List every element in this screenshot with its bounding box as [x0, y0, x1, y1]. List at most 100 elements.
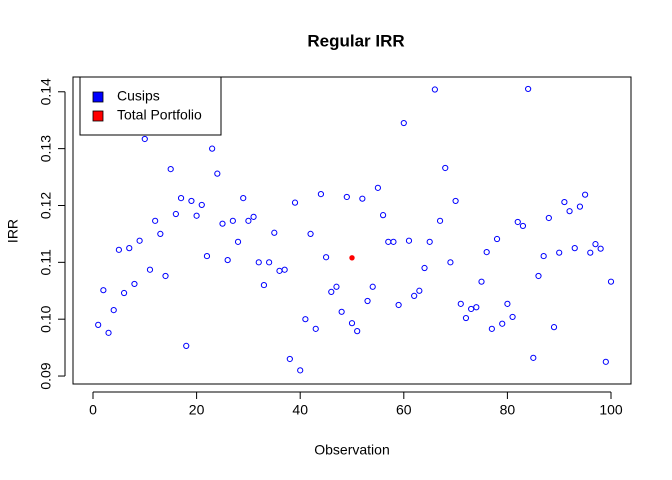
point: [343, 193, 350, 201]
point: [426, 238, 433, 245]
point: [576, 203, 584, 210]
point: [566, 208, 573, 215]
point: [359, 195, 366, 202]
point: [250, 213, 257, 220]
y-tick-label: 0.13: [38, 135, 54, 162]
point: [509, 313, 516, 321]
point: [499, 320, 506, 327]
point: [95, 321, 102, 328]
point: [561, 198, 568, 206]
point: [245, 217, 252, 224]
point: [291, 199, 299, 206]
point: [400, 119, 407, 127]
point: [369, 283, 376, 290]
point: [271, 229, 278, 236]
legend-label: Total Portfolio: [117, 107, 202, 123]
point: [203, 252, 211, 260]
point: [473, 304, 480, 311]
point: [354, 328, 361, 335]
point: [229, 217, 236, 224]
legend-swatch: [92, 91, 104, 103]
point: [333, 283, 340, 290]
point: [571, 245, 578, 252]
x-axis-label: Observation: [314, 442, 389, 458]
point: [525, 85, 532, 93]
point: [162, 272, 169, 280]
x-tick-label: 80: [500, 402, 516, 418]
point: [131, 280, 138, 288]
point: [405, 237, 413, 244]
point: [260, 281, 268, 289]
point: [167, 166, 174, 173]
point: [281, 266, 288, 273]
point: [338, 308, 345, 315]
point: [297, 367, 304, 374]
point: [141, 135, 148, 143]
point: [152, 217, 159, 224]
point: [421, 264, 428, 272]
point: [582, 191, 589, 198]
x-tick-label: 60: [396, 402, 412, 418]
y-tick-label: 0.10: [38, 305, 54, 332]
point: [234, 238, 242, 245]
x-tick-label: 40: [292, 402, 308, 418]
point: [224, 256, 231, 264]
point: [266, 259, 273, 266]
y-tick-label: 0.09: [38, 362, 54, 389]
point: [411, 292, 418, 299]
chart-title: Regular IRR: [307, 31, 404, 50]
point: [312, 325, 319, 332]
point: [607, 278, 615, 285]
x-tick-label: 100: [599, 402, 623, 418]
point: [177, 194, 185, 202]
point: [416, 287, 423, 294]
point: [219, 220, 226, 227]
y-tick-label: 0.12: [38, 192, 54, 219]
point: [597, 245, 604, 252]
point: [100, 287, 107, 294]
point: [322, 254, 330, 261]
point: [328, 288, 335, 295]
y-tick-label: 0.14: [38, 78, 54, 105]
point: [364, 297, 371, 305]
point: [214, 170, 221, 177]
point: [183, 342, 190, 350]
point: [307, 230, 314, 238]
point: [302, 316, 309, 323]
legend-label: Cusips: [117, 88, 160, 104]
point: [349, 255, 355, 261]
point: [493, 235, 501, 243]
point: [374, 184, 382, 191]
point: [126, 245, 133, 252]
point: [120, 289, 128, 297]
y-axis-label: IRR: [5, 219, 21, 243]
point: [105, 329, 112, 336]
point: [540, 252, 547, 260]
point: [198, 201, 205, 209]
point: [286, 355, 293, 363]
point: [390, 238, 397, 245]
point: [478, 278, 485, 285]
point: [530, 354, 537, 361]
point: [587, 249, 594, 256]
point: [447, 259, 454, 266]
point: [146, 266, 154, 273]
point: [442, 164, 449, 172]
point: [348, 320, 356, 327]
point: [514, 218, 521, 226]
x-tick-label: 0: [89, 402, 97, 418]
point: [550, 324, 558, 331]
point: [255, 259, 262, 266]
plot-box: [72, 76, 632, 385]
point: [519, 222, 527, 230]
legend-box: [79, 76, 222, 136]
point: [504, 300, 511, 307]
point: [602, 358, 609, 365]
legend-swatch: [92, 110, 104, 122]
point: [462, 314, 470, 322]
point: [136, 237, 143, 244]
point: [317, 191, 325, 198]
point: [209, 145, 216, 152]
point: [395, 301, 402, 309]
